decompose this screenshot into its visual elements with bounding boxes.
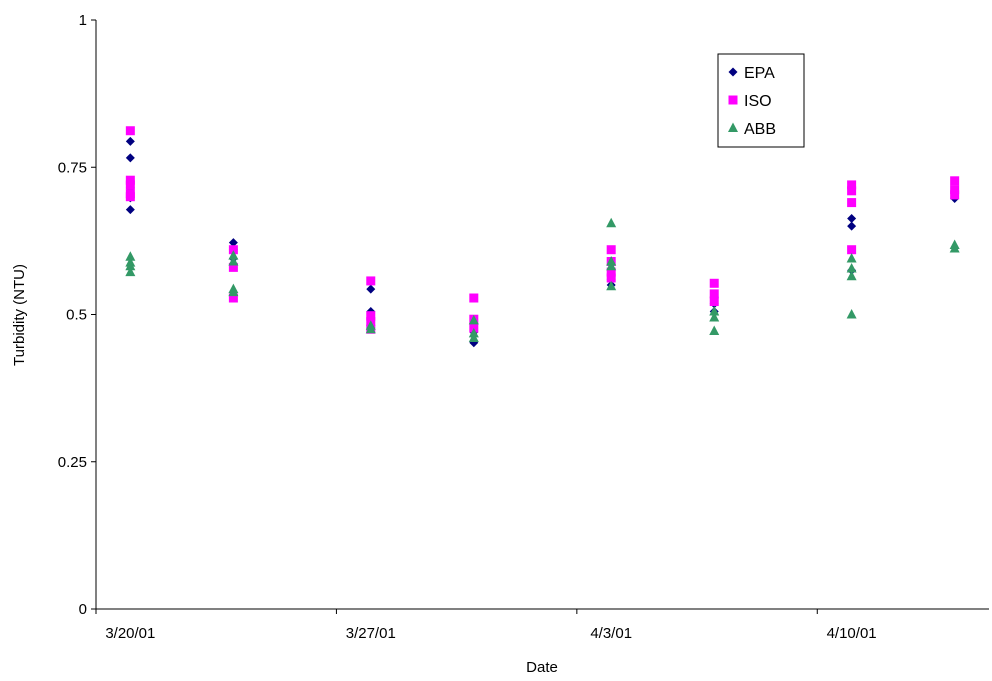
data-point-abb bbox=[846, 253, 857, 263]
data-point-abb bbox=[606, 217, 617, 228]
data-point-iso bbox=[950, 176, 960, 186]
data-point-abb bbox=[606, 280, 617, 291]
y-axis-title: Turbidity (NTU) bbox=[11, 264, 28, 366]
data-point-epa bbox=[847, 213, 857, 223]
data-point-iso bbox=[709, 297, 719, 307]
data-point-abb bbox=[949, 243, 960, 253]
data-point-abb bbox=[606, 260, 617, 271]
data-point-iso bbox=[847, 198, 857, 208]
data-point-abb bbox=[846, 270, 857, 281]
data-point-iso bbox=[125, 126, 135, 136]
data-point-iso bbox=[950, 190, 960, 200]
legend-items: EPA ISO ABB bbox=[728, 65, 776, 138]
x-axis-ticks: 3/20/01 3/27/01 4/3/01 4/10/01 bbox=[95, 609, 877, 642]
data-point-epa bbox=[125, 205, 135, 215]
data-point-abb bbox=[125, 260, 136, 271]
data-point-iso bbox=[847, 245, 857, 255]
legend-marker-abb bbox=[728, 122, 738, 132]
series-epa bbox=[125, 136, 960, 348]
data-point-iso bbox=[606, 267, 616, 277]
legend-label-abb: ABB bbox=[744, 121, 776, 138]
data-point-abb bbox=[709, 306, 720, 316]
series-iso bbox=[125, 126, 960, 334]
legend: EPA ISO ABB bbox=[717, 53, 805, 148]
x-tick-label: 4/10/01 bbox=[827, 625, 877, 642]
data-point-iso bbox=[847, 180, 857, 190]
legend-label-epa: EPA bbox=[744, 65, 775, 82]
y-tick-label: 0 bbox=[79, 601, 87, 618]
y-tick-label: 1 bbox=[79, 12, 87, 29]
data-point-iso bbox=[228, 245, 238, 255]
data-point-abb bbox=[125, 266, 136, 277]
data-point-abb bbox=[365, 323, 376, 334]
data-point-abb bbox=[709, 311, 720, 322]
legend-label-iso: ISO bbox=[744, 93, 772, 110]
y-axis-ticks: 0 0.25 0.5 0.75 1 bbox=[58, 12, 96, 618]
data-point-abb bbox=[228, 286, 239, 297]
data-point-iso bbox=[366, 276, 376, 286]
data-point-iso bbox=[469, 293, 479, 303]
x-tick-label: 4/3/01 bbox=[590, 625, 632, 642]
series-abb bbox=[125, 217, 960, 343]
data-point-iso bbox=[366, 311, 376, 321]
data-point-epa bbox=[125, 136, 135, 146]
plot-area: 0 0.25 0.5 0.75 1 3/20/01 3/27/01 4/3/01 4/10/0… bbox=[58, 12, 989, 642]
legend-marker-epa bbox=[728, 67, 738, 77]
data-point-abb bbox=[228, 255, 239, 266]
data-point-epa bbox=[228, 238, 238, 248]
data-point-epa bbox=[847, 221, 857, 231]
data-point-iso bbox=[125, 180, 135, 190]
data-point-iso bbox=[847, 186, 857, 196]
data-point-abb bbox=[709, 325, 720, 335]
data-point-abb bbox=[468, 332, 479, 343]
data-point-abb bbox=[846, 309, 857, 319]
data-point-abb bbox=[846, 263, 857, 273]
x-axis-title: Date bbox=[526, 659, 558, 676]
data-point-abb bbox=[228, 250, 239, 260]
data-markers bbox=[125, 126, 960, 348]
y-tick-label: 0.25 bbox=[58, 454, 87, 471]
legend-marker-iso bbox=[728, 95, 738, 105]
data-point-iso bbox=[125, 192, 135, 202]
data-point-iso bbox=[606, 273, 616, 283]
y-tick-label: 0.75 bbox=[58, 159, 87, 176]
x-tick-label: 3/27/01 bbox=[346, 625, 396, 642]
data-point-iso bbox=[950, 185, 960, 195]
data-point-iso bbox=[709, 278, 719, 288]
data-point-epa bbox=[366, 284, 376, 294]
x-tick-label: 3/20/01 bbox=[105, 625, 155, 642]
data-point-iso bbox=[228, 262, 238, 272]
data-point-iso bbox=[125, 175, 135, 185]
data-point-abb bbox=[125, 251, 136, 261]
data-point-epa bbox=[125, 153, 135, 163]
data-point-abb bbox=[468, 314, 479, 325]
y-tick-label: 0.5 bbox=[66, 307, 87, 324]
data-point-iso bbox=[606, 245, 616, 255]
data-point-iso bbox=[228, 293, 238, 303]
data-point-iso bbox=[709, 289, 719, 299]
